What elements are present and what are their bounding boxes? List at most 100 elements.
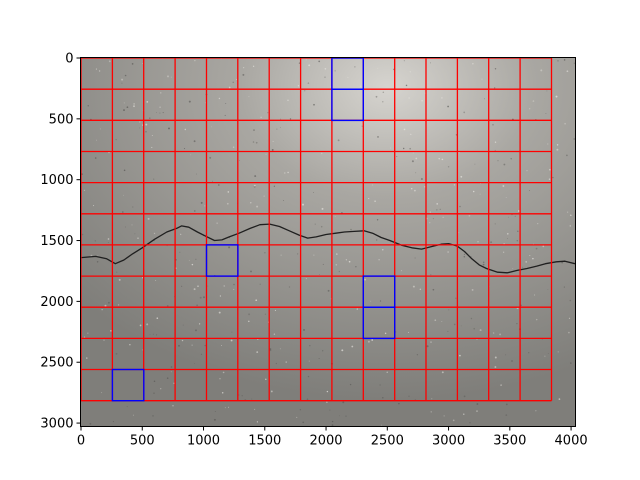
texture-speck (81, 233, 84, 236)
texture-speck (250, 202, 252, 204)
texture-speck (497, 160, 499, 162)
texture-speck (338, 415, 340, 417)
texture-speck (570, 214, 572, 216)
texture-speck (494, 141, 497, 143)
texture-speck (118, 304, 120, 306)
texture-speck (396, 156, 398, 158)
highlighted-cell (111, 368, 145, 402)
texture-speck (336, 253, 338, 255)
texture-speck (381, 424, 383, 426)
texture-speck (182, 324, 184, 326)
texture-speck (573, 62, 575, 64)
texture-speck (410, 133, 412, 136)
texture-speck (95, 68, 97, 70)
texture-speck (334, 216, 336, 217)
texture-speck (313, 103, 315, 106)
texture-speck (191, 344, 193, 346)
y-axis: 0 500 1000 1500 2000 2500 3000 (40, 52, 81, 432)
texture-speck (371, 339, 374, 341)
texture-speck (142, 277, 144, 279)
texture-speck (481, 78, 483, 80)
texture-speck (419, 288, 421, 290)
texture-speck (122, 211, 124, 213)
texture-speck (415, 157, 418, 160)
texture-speck (376, 219, 379, 221)
texture-speck (160, 92, 162, 94)
texture-speck (124, 74, 127, 77)
texture-speck (219, 378, 221, 380)
texture-speck (273, 185, 276, 187)
texture-speck (131, 224, 133, 226)
texture-speck (256, 205, 259, 208)
texture-speck (259, 283, 261, 285)
texture-speck (408, 97, 411, 99)
texture-speck (555, 95, 558, 98)
texture-speck (214, 410, 216, 413)
texture-speck (338, 270, 340, 273)
texture-speck (545, 112, 547, 115)
texture-speck (415, 172, 417, 174)
x-tick-label: 4000 (555, 434, 588, 449)
texture-speck (436, 203, 439, 205)
texture-speck (284, 172, 286, 174)
texture-speck (149, 117, 151, 119)
texture-speck (153, 392, 155, 395)
x-axis: 0 500 1000 1500 2000 2500 3000 3500 4000 (77, 426, 588, 449)
texture-speck (89, 422, 92, 425)
texture-speck (320, 225, 323, 228)
texture-speck (473, 327, 475, 330)
texture-speck (573, 138, 575, 140)
texture-speck (139, 324, 142, 327)
texture-speck (535, 247, 538, 250)
texture-speck (253, 184, 256, 187)
texture-speck (308, 360, 310, 362)
texture-speck (283, 199, 285, 201)
texture-speck (458, 232, 460, 234)
texture-speck (256, 351, 259, 353)
texture-speck (505, 414, 508, 416)
x-tick-label: 3000 (432, 434, 465, 449)
texture-speck (526, 170, 528, 172)
texture-speck (216, 222, 218, 224)
texture-speck (354, 66, 356, 68)
texture-speck (299, 409, 302, 411)
texture-speck (386, 371, 388, 373)
texture-speck (535, 410, 537, 412)
texture-speck (505, 354, 507, 356)
texture-speck (83, 189, 86, 192)
texture-speck (512, 268, 514, 270)
texture-speck (341, 349, 344, 352)
texture-speck (302, 421, 305, 424)
highlighted-cell (331, 88, 364, 122)
texture-speck (123, 194, 124, 196)
texture-speck (233, 288, 235, 290)
texture-speck (430, 341, 432, 343)
texture-speck (218, 97, 221, 100)
texture-speck (557, 60, 559, 62)
texture-speck (225, 102, 227, 105)
texture-speck (552, 176, 554, 179)
texture-speck (196, 304, 198, 307)
texture-speck (296, 253, 299, 255)
texture-speck (561, 261, 564, 264)
texture-speck (224, 114, 226, 116)
texture-speck (321, 207, 324, 210)
texture-speck (218, 311, 221, 314)
texture-speck (384, 332, 387, 335)
texture-speck (221, 345, 222, 346)
texture-speck (280, 118, 282, 120)
texture-speck (121, 78, 124, 81)
texture-speck (334, 70, 336, 72)
texture-speck (447, 166, 450, 168)
texture-speck (123, 109, 125, 112)
texture-speck (367, 340, 370, 343)
texture-speck (83, 336, 86, 338)
texture-speck (226, 202, 229, 205)
texture-speck (483, 98, 485, 100)
texture-speck (252, 65, 255, 67)
texture-speck (516, 322, 518, 325)
texture-speck (126, 406, 128, 408)
texture-speck (348, 260, 351, 263)
texture-speck (416, 354, 419, 356)
texture-speck (441, 158, 444, 161)
